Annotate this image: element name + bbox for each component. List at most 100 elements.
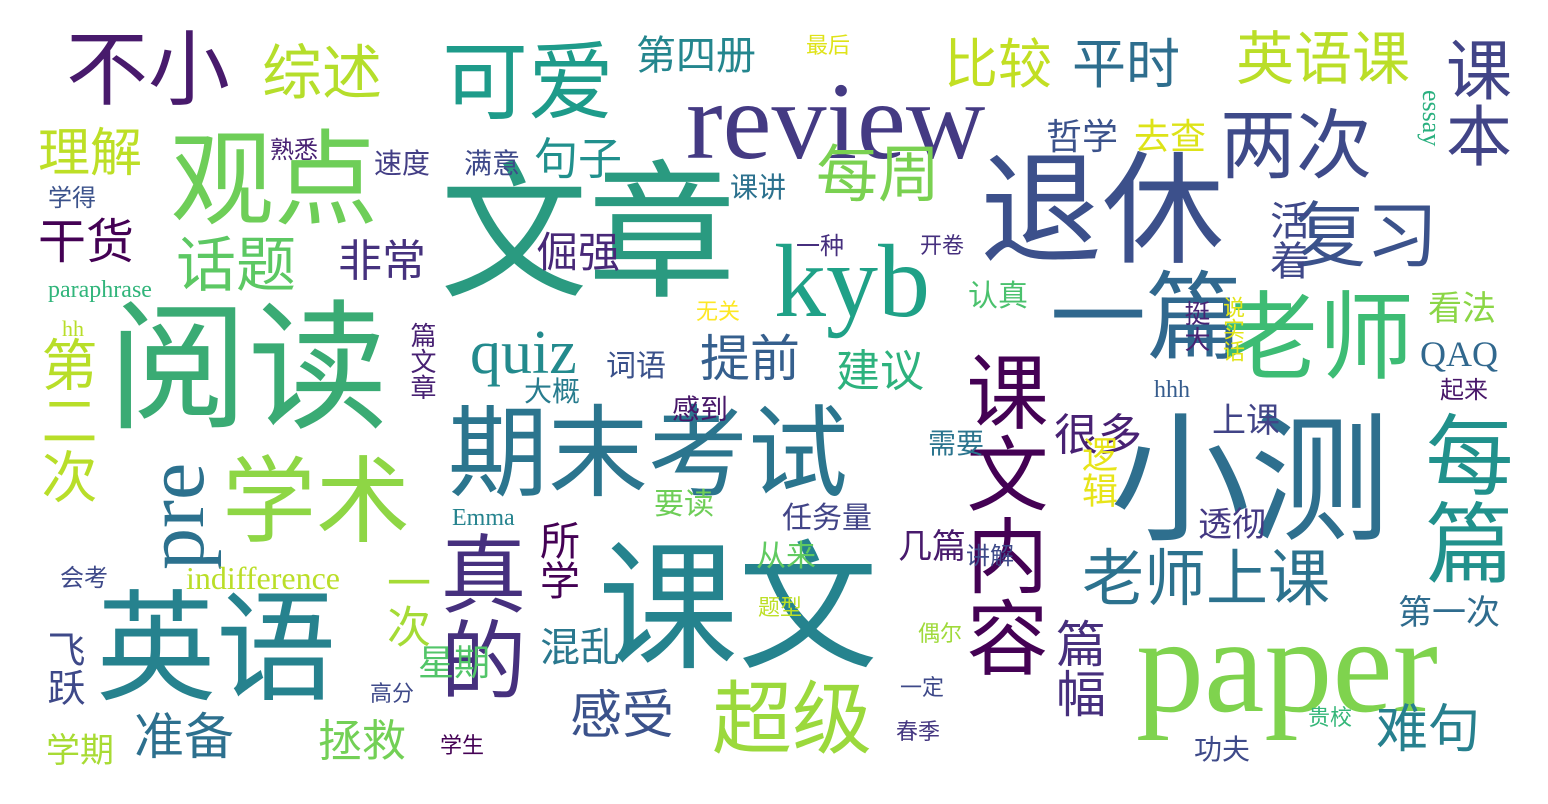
word-yipian: 一篇 <box>1050 262 1242 374</box>
word-huozhe: 活着 <box>1263 200 1309 280</box>
word-emma: Emma <box>452 505 515 531</box>
word-zhengjiu: 拯救 <box>318 716 406 767</box>
word-shuoshihua: 说实话 <box>1219 296 1244 362</box>
word-tuixiu: 退休 <box>980 140 1224 282</box>
word-wenzhang: 文章 <box>440 148 736 320</box>
word-pingshi: 平时 <box>1072 33 1180 96</box>
word-lijie: 理解 <box>38 124 143 184</box>
word-disice: 第四册 <box>636 33 756 79</box>
word-diyici: 第一次 <box>1398 593 1500 633</box>
word-dagai: 大概 <box>524 375 581 408</box>
word-xuesheng: 学生 <box>440 734 485 759</box>
word-gaofen: 高分 <box>370 682 415 707</box>
word-essay: essay <box>1417 90 1446 147</box>
word-laoshi: 老师 <box>1222 282 1414 394</box>
word-tiqian: 提前 <box>700 330 800 388</box>
word-huati: 话题 <box>176 231 296 301</box>
word-yici: 一次 <box>379 560 430 648</box>
word-pre: pre <box>129 462 222 570</box>
word-xueqi: 学期 <box>46 731 114 771</box>
word-laoshishangke: 老师上课 <box>1082 542 1331 615</box>
word-hhh: hhh <box>1154 377 1190 403</box>
word-tixing: 题型 <box>758 596 803 621</box>
word-indifference: indifference <box>186 560 340 596</box>
word-meizhou: 每周 <box>816 138 941 211</box>
word-liangci: 两次 <box>1220 101 1372 190</box>
word-feiyue: 飞跃 <box>41 630 85 706</box>
word-qimokaoshi: 期末考试 <box>448 395 848 512</box>
word-shangke: 上课 <box>1212 401 1280 441</box>
word-xueshu: 学术 <box>222 448 411 557</box>
word-xuede: 学得 <box>48 184 96 212</box>
word-suoxue: 所学 <box>533 520 579 600</box>
word-juejiang: 倔强 <box>536 228 621 277</box>
word-shuxi: 熟悉 <box>270 136 318 164</box>
word-zongshu: 综述 <box>262 39 382 109</box>
word-gongfu: 功夫 <box>1194 733 1251 766</box>
word-hh: hh <box>62 316 84 341</box>
word-bijiao: 比较 <box>944 33 1052 96</box>
word-sudu: 速度 <box>374 147 431 180</box>
word-yingyuke: 英语课 <box>1236 25 1411 93</box>
word-fuxi: 复习 <box>1294 194 1439 278</box>
word-manyi: 满意 <box>464 147 521 180</box>
word-ciyu: 词语 <box>606 349 666 384</box>
word-renwuliang: 任务量 <box>782 501 872 536</box>
word-renzhen: 认真 <box>968 279 1028 314</box>
word-kanfa: 看法 <box>1428 289 1496 329</box>
word-feichang: 非常 <box>338 236 426 287</box>
word-kaijuan: 开卷 <box>920 234 965 259</box>
word-pianwenzhang: 篇文章 <box>406 322 436 400</box>
word-guandian: 观点 <box>170 119 379 241</box>
word-zhende: 真的 <box>425 530 525 702</box>
word-kejiang: 课讲 <box>730 171 787 204</box>
word-kewen: 课文 <box>598 528 879 691</box>
word-yiding: 一定 <box>900 676 945 701</box>
word-tingda: 挺大 <box>1180 300 1210 352</box>
word-henduo: 很多 <box>1054 410 1142 461</box>
word-kyb: kyb <box>774 224 930 339</box>
word-jianyi: 建议 <box>836 346 924 397</box>
word-conglai: 从来 <box>756 539 816 574</box>
word-paraphrase: paraphrase <box>48 277 152 303</box>
word-quca: 去查 <box>1134 117 1207 158</box>
word-hunluan: 混乱 <box>540 625 620 671</box>
word-jiangjie: 讲解 <box>966 542 1014 570</box>
word-wuguan: 无关 <box>696 300 741 325</box>
word-qilai: 起来 <box>1440 376 1488 404</box>
word-chaoji: 超级 <box>712 673 872 766</box>
word-yizhong: 一种 <box>796 232 844 260</box>
word-zuihou: 最后 <box>806 34 851 59</box>
word-zhexue: 哲学 <box>1046 117 1119 158</box>
word-huikao: 会考 <box>60 564 108 592</box>
word-yuedu: 阅读 <box>108 288 389 451</box>
word-ganshou: 感受 <box>570 686 675 746</box>
word-luoji: 逻辑 <box>1076 436 1117 508</box>
word-keai: 可爱 <box>442 33 614 133</box>
word-review: review <box>686 60 986 182</box>
word-zhunbei: 准备 <box>134 708 234 766</box>
word-dierci: 第二次 <box>32 336 97 504</box>
word-juzi: 句子 <box>534 134 622 185</box>
word-chunji: 春季 <box>896 720 941 745</box>
word-guixiao: 贵校 <box>1308 706 1353 731</box>
word-toche: 透彻 <box>1198 505 1266 545</box>
word-xingqi: 星期 <box>418 643 491 684</box>
word-paper: paper <box>1136 591 1439 741</box>
word-xiaoce: 小测 <box>1110 400 1391 563</box>
word-buxiao: 不小 <box>66 23 231 118</box>
word-xuyao: 需要 <box>928 427 985 460</box>
word-ouer: 偶尔 <box>918 622 963 647</box>
word-yaodu: 要读 <box>654 487 714 522</box>
word-pianfu: 篇幅 <box>1048 618 1106 718</box>
word-ganhuo: 干货 <box>38 214 135 270</box>
word-nanju: 难句 <box>1376 700 1481 760</box>
word-qaq: QAQ <box>1420 334 1498 374</box>
word-gandao: 感到 <box>672 393 729 426</box>
word-jipian: 几篇 <box>898 527 966 567</box>
word-keben: 课本 <box>1435 36 1512 168</box>
word-yingyu: 英语 <box>96 580 336 719</box>
word-kewenneirong: 课文内容 <box>952 350 1047 678</box>
word-quiz: quiz <box>470 319 577 387</box>
